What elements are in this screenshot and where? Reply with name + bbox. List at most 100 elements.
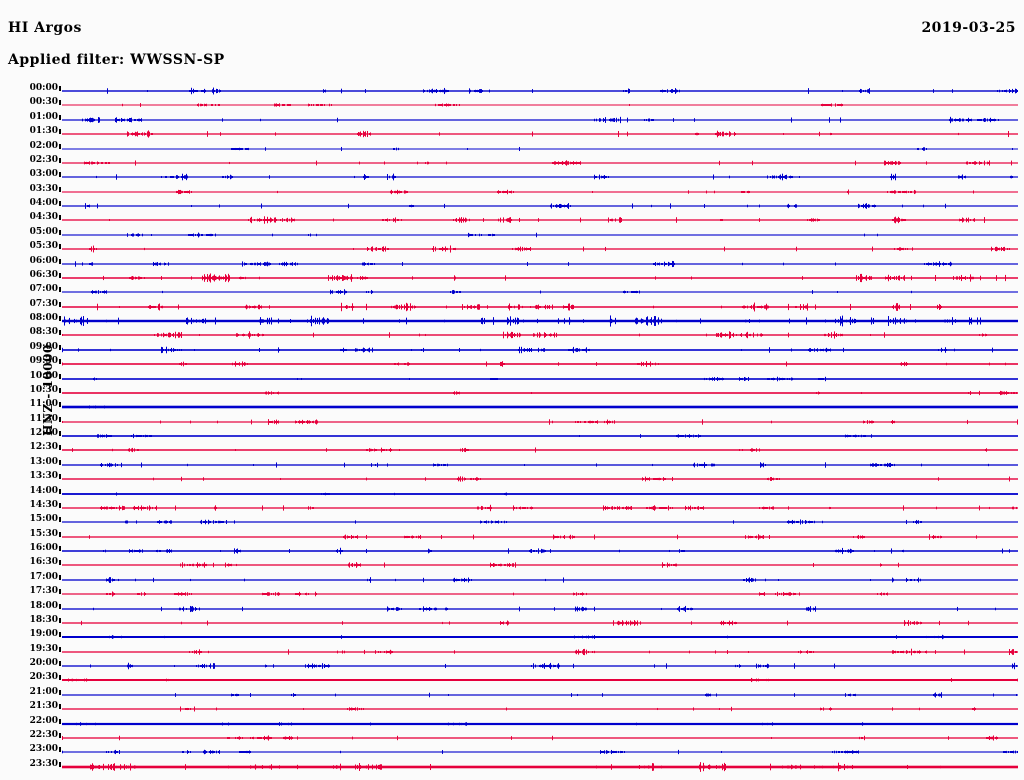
time-axis-label: 05:30 — [29, 241, 58, 252]
seismic-trace — [62, 113, 1018, 127]
seismic-trace — [62, 98, 1018, 112]
time-axis-label: 19:00 — [29, 629, 58, 640]
time-axis-label: 00:00 — [29, 83, 58, 93]
time-axis-label: 17:00 — [29, 571, 58, 582]
trace-row: 06:00 — [0, 256, 1024, 271]
helicorder-plot: 00:00 00:30 01:00 01:30 02:00 02:30 03:00 03:30… — [0, 84, 1024, 774]
axis-tick — [59, 316, 61, 321]
time-axis-label: 07:00 — [29, 284, 58, 295]
seismic-trace — [62, 257, 1018, 271]
seismic-trace — [62, 142, 1018, 156]
time-axis-label: 07:30 — [29, 298, 58, 309]
time-axis-label: 16:00 — [29, 543, 58, 553]
axis-tick — [59, 445, 61, 451]
trace-row: 11:00 — [0, 400, 1024, 414]
time-axis-label: 12:30 — [29, 442, 58, 453]
trace-row: 02:00 — [0, 140, 1024, 156]
trace-row: 01:00 — [0, 111, 1024, 127]
axis-tick — [59, 574, 61, 580]
axis-tick — [59, 114, 61, 120]
seismic-trace — [62, 558, 1018, 572]
seismic-trace — [62, 616, 1018, 630]
time-axis-label: 05:00 — [29, 226, 58, 237]
seismic-trace — [62, 170, 1018, 184]
trace-row: 09:00 — [0, 341, 1024, 357]
axis-tick — [59, 416, 61, 422]
seismic-trace — [62, 645, 1018, 659]
trace-row: 04:00 — [0, 199, 1024, 213]
trace-row: 09:30 — [0, 357, 1024, 371]
seismic-trace — [62, 602, 1018, 616]
seismic-trace — [62, 673, 1018, 687]
axis-tick — [59, 344, 61, 350]
seismic-trace — [62, 314, 1018, 328]
trace-row: 10:00 — [0, 370, 1024, 386]
trace-row: 18:00 — [0, 600, 1024, 616]
axis-tick — [59, 747, 61, 753]
trace-row: 00:30 — [0, 98, 1024, 112]
seismic-trace — [62, 717, 1018, 731]
axis-tick — [59, 546, 61, 551]
axis-tick — [59, 244, 61, 250]
axis-tick — [59, 172, 61, 178]
axis-tick — [59, 502, 61, 508]
axis-tick — [59, 603, 61, 609]
axis-tick — [59, 761, 61, 767]
time-axis-label: 15:00 — [29, 514, 58, 525]
time-axis-label: 10:00 — [29, 370, 58, 381]
axis-tick — [59, 560, 61, 566]
trace-row: 23:00 — [0, 745, 1024, 759]
time-axis-label: 13:00 — [29, 456, 58, 467]
trace-row: 07:00 — [0, 285, 1024, 299]
time-axis-label: 17:30 — [29, 586, 58, 597]
time-axis-label: 21:30 — [29, 701, 58, 712]
axis-tick — [59, 330, 61, 336]
time-axis-label: 23:30 — [29, 758, 58, 769]
time-axis-label: 19:30 — [29, 643, 58, 654]
time-axis-label: 20:00 — [29, 658, 58, 668]
time-axis-label: 06:30 — [29, 269, 58, 280]
seismic-trace — [62, 271, 1018, 285]
trace-row: 07:30 — [0, 298, 1024, 314]
time-axis-label: 09:00 — [29, 341, 58, 352]
trace-row: 20:30 — [0, 673, 1024, 687]
seismic-trace — [62, 285, 1018, 299]
axis-tick — [59, 718, 61, 724]
trace-row: 05:00 — [0, 226, 1024, 242]
axis-tick — [59, 287, 61, 293]
time-axis-label: 02:00 — [29, 140, 58, 151]
time-axis-label: 13:30 — [29, 471, 58, 482]
trace-row: 15:00 — [0, 515, 1024, 529]
seismic-trace — [62, 530, 1018, 544]
seismic-trace — [62, 731, 1018, 745]
seismic-trace — [62, 300, 1018, 314]
seismic-trace — [62, 156, 1018, 170]
axis-tick — [59, 301, 61, 307]
axis-tick — [59, 661, 61, 666]
time-axis-label: 18:00 — [29, 600, 58, 611]
seismic-trace — [62, 328, 1018, 342]
time-axis-label: 09:30 — [29, 356, 58, 367]
seismic-trace — [62, 760, 1018, 774]
seismic-trace — [62, 84, 1018, 98]
time-axis-label: 08:30 — [29, 327, 58, 338]
seismic-trace — [62, 185, 1018, 199]
trace-row: 11:30 — [0, 414, 1024, 429]
trace-row: 21:00 — [0, 687, 1024, 702]
axis-tick — [59, 86, 61, 91]
trace-row: 05:30 — [0, 242, 1024, 256]
trace-row: 12:00 — [0, 429, 1024, 443]
seismic-trace — [62, 515, 1018, 529]
time-axis-label: 08:00 — [29, 313, 58, 323]
axis-tick — [59, 431, 61, 436]
trace-row: 22:30 — [0, 730, 1024, 745]
time-axis-label: 01:00 — [29, 111, 58, 122]
trace-row: 19:00 — [0, 630, 1024, 644]
trace-row: 14:30 — [0, 500, 1024, 515]
seismic-trace — [62, 443, 1018, 457]
time-axis-label: 10:30 — [29, 384, 58, 395]
trace-row: 03:30 — [0, 184, 1024, 199]
axis-tick — [59, 617, 61, 623]
seismic-trace — [62, 573, 1018, 587]
